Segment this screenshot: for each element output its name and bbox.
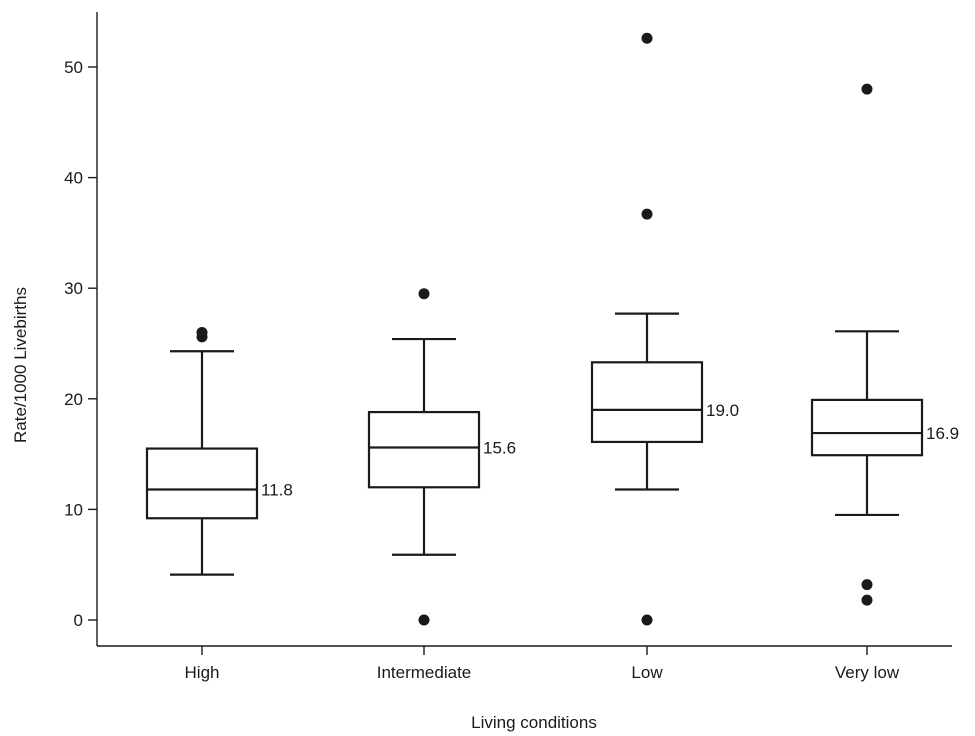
x-tick-label: Intermediate xyxy=(377,663,472,682)
median-label: 16.9 xyxy=(926,424,959,443)
x-tick-label: Very low xyxy=(835,663,900,682)
iqr-box xyxy=(367,410,481,489)
box-series: 11.8 15.6 19.0 16.9 xyxy=(145,32,959,626)
outlier-point xyxy=(861,594,873,606)
median-label: 11.8 xyxy=(261,480,293,499)
x-axis-ticks: High Intermediate Low Very low xyxy=(185,646,900,682)
outlier-point xyxy=(861,83,873,95)
box-group: 19.0 xyxy=(590,32,739,626)
outlier-point xyxy=(641,32,653,44)
y-axis-title: Rate/1000 Livebirths xyxy=(11,287,30,443)
outlier-point xyxy=(861,579,873,591)
y-tick-label: 30 xyxy=(64,279,83,298)
outlier-point xyxy=(641,208,653,220)
y-tick-label: 50 xyxy=(64,58,83,77)
y-tick-label: 20 xyxy=(64,390,83,409)
y-tick-label: 40 xyxy=(64,169,83,188)
outlier-point xyxy=(196,326,208,338)
x-axis-title: Living conditions xyxy=(471,713,597,732)
outlier-point xyxy=(641,614,653,626)
outlier-point xyxy=(418,614,430,626)
iqr-box xyxy=(145,447,259,520)
y-axis-ticks: 0 10 20 30 40 50 xyxy=(64,58,97,630)
x-tick-label: Low xyxy=(631,663,663,682)
x-tick-label: High xyxy=(185,663,220,682)
y-tick-label: 0 xyxy=(74,611,83,630)
outlier-point xyxy=(418,288,430,300)
box-group: 15.6 xyxy=(367,288,516,626)
box-group: 16.9 xyxy=(810,83,959,606)
median-label: 15.6 xyxy=(483,438,516,457)
iqr-box xyxy=(590,361,704,444)
box-group: 11.8 xyxy=(145,326,293,576)
iqr-box xyxy=(810,398,924,457)
median-label: 19.0 xyxy=(706,401,739,420)
y-tick-label: 10 xyxy=(64,500,83,519)
